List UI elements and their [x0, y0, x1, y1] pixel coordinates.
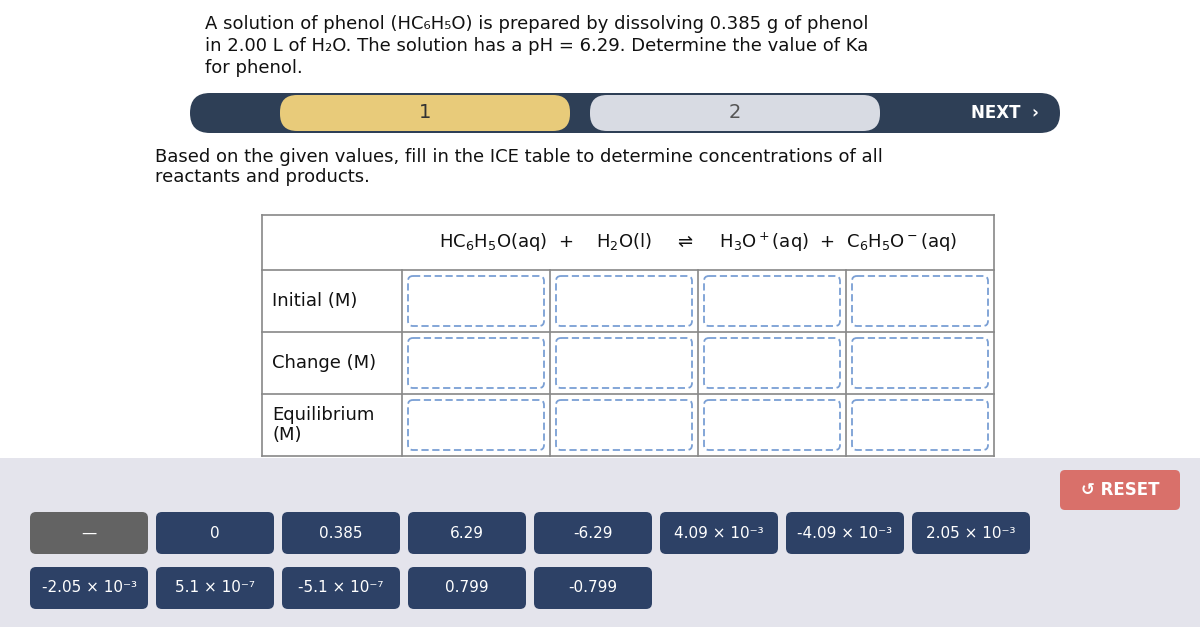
Text: Initial (M): Initial (M) — [272, 292, 358, 310]
Text: for phenol.: for phenol. — [205, 59, 302, 77]
FancyBboxPatch shape — [1060, 470, 1180, 510]
FancyBboxPatch shape — [852, 276, 988, 326]
FancyBboxPatch shape — [280, 95, 570, 131]
FancyBboxPatch shape — [556, 400, 692, 450]
FancyBboxPatch shape — [408, 400, 544, 450]
FancyBboxPatch shape — [408, 276, 544, 326]
FancyBboxPatch shape — [408, 512, 526, 554]
Text: 2.05 × 10⁻³: 2.05 × 10⁻³ — [926, 525, 1015, 540]
Text: -5.1 × 10⁻⁷: -5.1 × 10⁻⁷ — [299, 581, 384, 596]
Text: in 2.00 L of H₂O. The solution has a pH = 6.29. Determine the value of Ka: in 2.00 L of H₂O. The solution has a pH … — [205, 37, 869, 55]
FancyBboxPatch shape — [852, 338, 988, 388]
Text: -2.05 × 10⁻³: -2.05 × 10⁻³ — [42, 581, 137, 596]
Text: -6.29: -6.29 — [574, 525, 613, 540]
FancyBboxPatch shape — [852, 400, 988, 450]
Text: 0.385: 0.385 — [319, 525, 362, 540]
Text: ↺ RESET: ↺ RESET — [1081, 481, 1159, 499]
Text: $\mathrm{HC_6H_5O(aq)}$  +    $\mathrm{H_2O(l)}$    $\rightleftharpoons$    $\ma: $\mathrm{HC_6H_5O(aq)}$ + $\mathrm{H_2O(… — [439, 231, 958, 254]
Text: reactants and products.: reactants and products. — [155, 168, 370, 186]
Text: 2: 2 — [728, 103, 742, 122]
FancyBboxPatch shape — [156, 512, 274, 554]
Text: -4.09 × 10⁻³: -4.09 × 10⁻³ — [798, 525, 893, 540]
FancyBboxPatch shape — [704, 276, 840, 326]
FancyBboxPatch shape — [156, 567, 274, 609]
FancyBboxPatch shape — [590, 95, 880, 131]
Text: 0: 0 — [210, 525, 220, 540]
FancyBboxPatch shape — [786, 512, 904, 554]
FancyBboxPatch shape — [408, 338, 544, 388]
Text: 1: 1 — [419, 103, 431, 122]
Text: —: — — [82, 525, 97, 540]
FancyBboxPatch shape — [912, 512, 1030, 554]
FancyBboxPatch shape — [534, 512, 652, 554]
FancyBboxPatch shape — [282, 512, 400, 554]
Text: 6.29: 6.29 — [450, 525, 484, 540]
Text: Change (M): Change (M) — [272, 354, 376, 372]
FancyBboxPatch shape — [660, 512, 778, 554]
FancyBboxPatch shape — [30, 567, 148, 609]
Text: 0.799: 0.799 — [445, 581, 488, 596]
Text: 5.1 × 10⁻⁷: 5.1 × 10⁻⁷ — [175, 581, 256, 596]
Text: A solution of phenol (HC₆H₅O) is prepared by dissolving 0.385 g of phenol: A solution of phenol (HC₆H₅O) is prepare… — [205, 15, 869, 33]
FancyBboxPatch shape — [556, 276, 692, 326]
Text: -0.799: -0.799 — [569, 581, 618, 596]
Bar — [0, 458, 1200, 627]
FancyBboxPatch shape — [408, 567, 526, 609]
Text: 4.09 × 10⁻³: 4.09 × 10⁻³ — [674, 525, 764, 540]
Text: Equilibrium
(M): Equilibrium (M) — [272, 406, 374, 445]
FancyBboxPatch shape — [556, 338, 692, 388]
FancyBboxPatch shape — [30, 512, 148, 554]
FancyBboxPatch shape — [704, 400, 840, 450]
FancyBboxPatch shape — [534, 567, 652, 609]
FancyBboxPatch shape — [704, 338, 840, 388]
Text: NEXT  ›: NEXT › — [971, 104, 1039, 122]
FancyBboxPatch shape — [282, 567, 400, 609]
FancyBboxPatch shape — [190, 93, 1060, 133]
Text: Based on the given values, fill in the ICE table to determine concentrations of : Based on the given values, fill in the I… — [155, 148, 883, 166]
